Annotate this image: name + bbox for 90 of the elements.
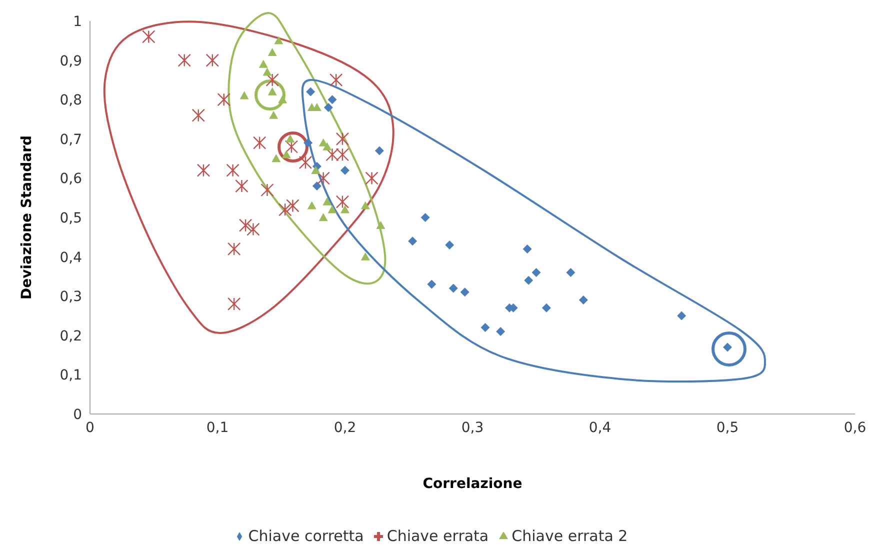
point <box>326 148 339 162</box>
point <box>448 284 458 293</box>
point <box>268 48 277 56</box>
point <box>278 95 288 104</box>
y-tick-label: 0,9 <box>60 53 82 70</box>
x-tick-label: 0,2 <box>334 420 356 436</box>
y-axis-title: Deviazione Standard <box>18 136 35 300</box>
point <box>542 303 551 312</box>
point <box>420 213 430 222</box>
y-tick-label: 0,6 <box>60 171 82 188</box>
point <box>328 205 337 214</box>
point <box>298 156 312 170</box>
point <box>328 95 337 104</box>
point <box>445 240 454 250</box>
point <box>311 166 320 174</box>
point <box>336 148 350 162</box>
legend-label: Chiave errata <box>386 527 489 545</box>
point <box>282 150 291 158</box>
point <box>269 110 278 119</box>
point <box>360 201 370 210</box>
point <box>258 60 268 68</box>
y-tick-label: 0,4 <box>60 250 82 266</box>
y-tick-label: 1 <box>73 14 82 30</box>
point <box>374 146 384 156</box>
point <box>336 195 350 208</box>
point <box>227 297 241 311</box>
point <box>226 164 240 177</box>
point <box>304 138 313 148</box>
x-tick-label: 0,5 <box>716 420 739 436</box>
point <box>238 218 252 232</box>
point <box>365 172 378 185</box>
point <box>524 276 534 285</box>
point <box>307 201 316 210</box>
point <box>578 296 588 305</box>
x-axis-title: Correlazione <box>422 476 522 492</box>
point <box>266 73 279 87</box>
legend-label: Chiave errata 2 <box>512 527 628 545</box>
legend-label: Chiave corretta <box>248 527 364 545</box>
point <box>408 236 418 246</box>
point <box>340 205 350 214</box>
point <box>306 87 316 96</box>
point <box>262 68 272 76</box>
point <box>427 280 436 289</box>
point <box>677 311 686 320</box>
point <box>206 54 219 67</box>
y-tick-label: 0,7 <box>60 132 82 148</box>
point <box>360 252 370 260</box>
point <box>324 102 333 112</box>
point <box>522 244 532 254</box>
point <box>532 268 541 278</box>
point <box>318 213 328 222</box>
y-tick-label: 0,5 <box>60 210 82 226</box>
point <box>480 323 490 332</box>
point <box>316 172 330 185</box>
point <box>240 91 249 100</box>
point <box>312 182 322 191</box>
point <box>286 134 295 142</box>
y-tick-label: 0,3 <box>60 289 82 306</box>
point <box>286 199 300 212</box>
point <box>496 326 506 336</box>
y-tick-label: 0,1 <box>60 368 82 384</box>
point <box>336 132 350 146</box>
x-tick-label: 0,6 <box>844 420 866 436</box>
point <box>460 288 470 297</box>
point <box>340 166 350 175</box>
x-tick-label: 0,3 <box>461 420 484 436</box>
point <box>227 242 241 256</box>
point <box>246 222 260 236</box>
y-tick-label: 0,2 <box>60 328 82 344</box>
y-tick-label: 0,8 <box>60 92 82 109</box>
point <box>142 30 156 44</box>
x-tick-label: 0 <box>86 420 94 436</box>
point <box>192 108 205 122</box>
point <box>272 154 281 162</box>
y-tick-label: 0 <box>73 406 82 423</box>
point <box>178 54 191 67</box>
point <box>260 183 274 197</box>
point <box>376 220 386 229</box>
point <box>329 73 343 87</box>
point <box>322 197 332 206</box>
point <box>566 268 576 278</box>
point <box>278 203 292 216</box>
point <box>196 164 210 177</box>
point <box>217 93 230 106</box>
x-tick-label: 0,1 <box>206 420 229 436</box>
point <box>274 36 284 44</box>
point <box>252 136 266 150</box>
x-tick-label: 0,4 <box>588 420 612 436</box>
point <box>235 179 248 193</box>
point <box>322 142 332 150</box>
